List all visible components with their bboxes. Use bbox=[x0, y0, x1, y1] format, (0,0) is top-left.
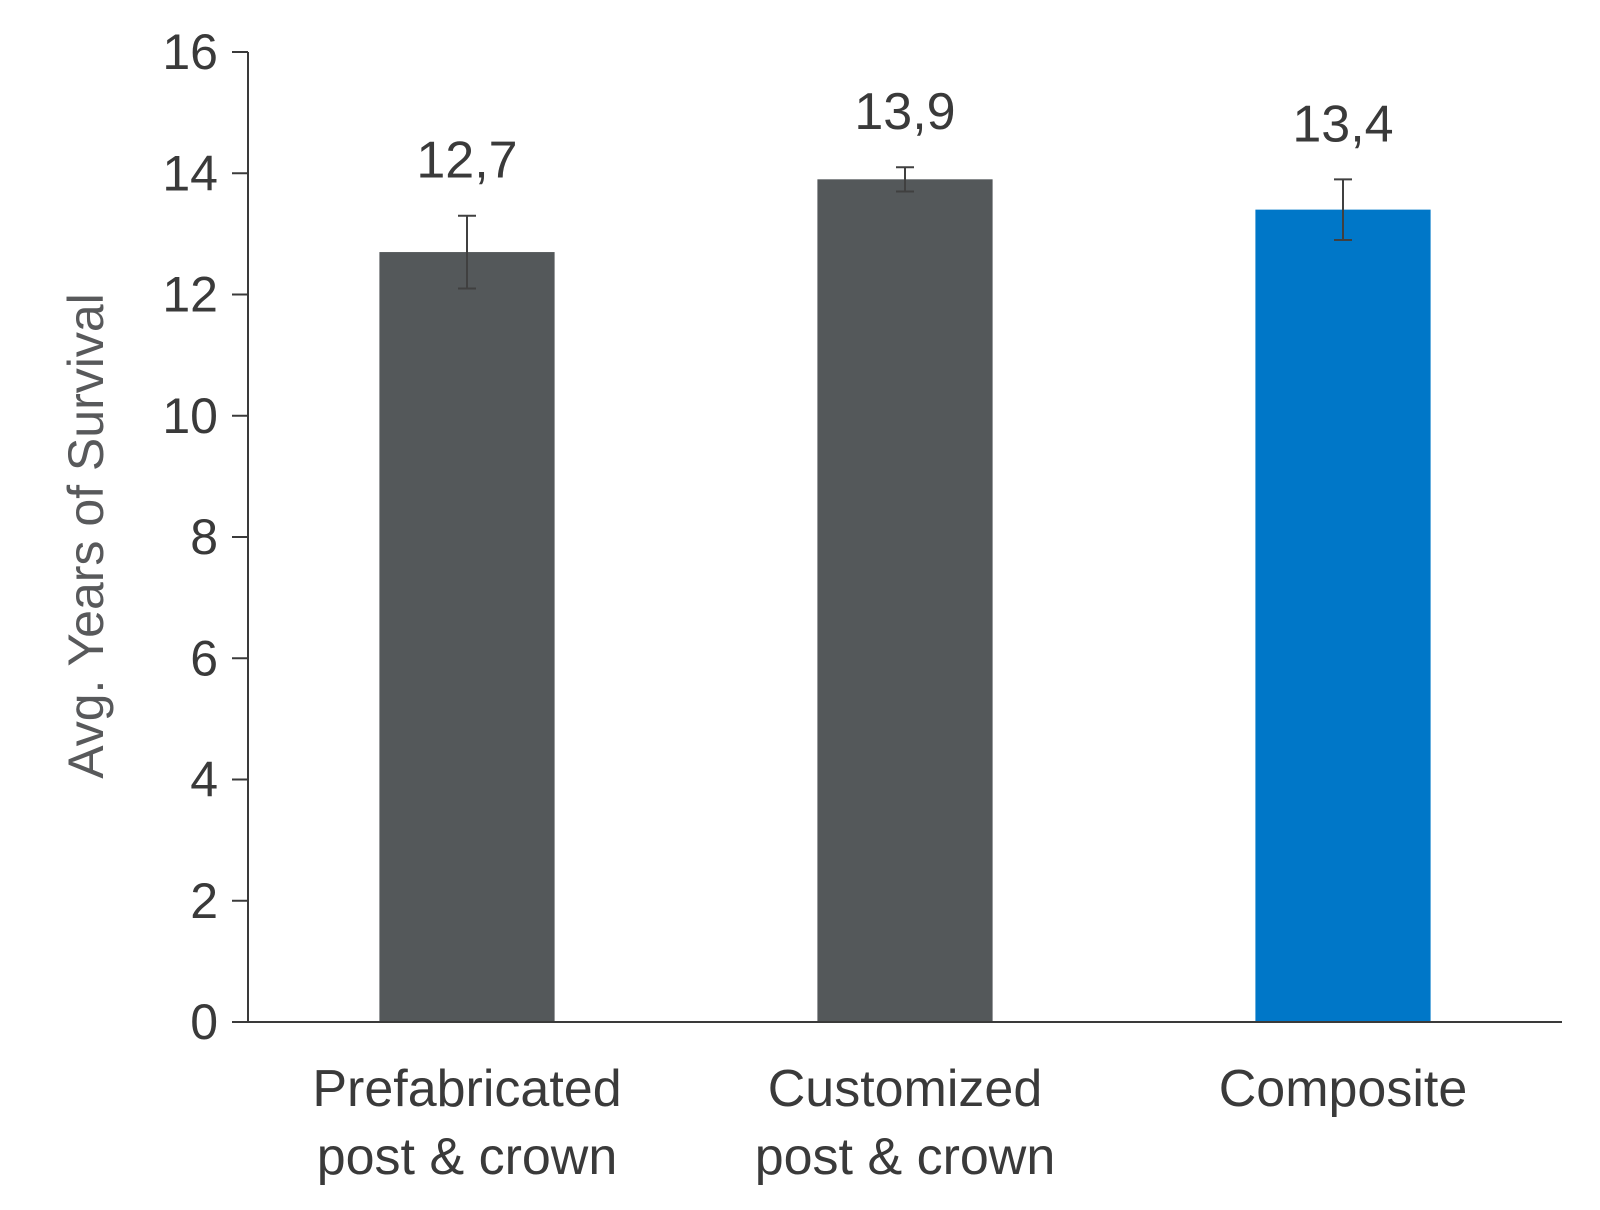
bars: 12,7 13,9 13,4 bbox=[379, 83, 1431, 1022]
y-tick-label: 8 bbox=[190, 509, 218, 565]
x-tick-label: post & crown bbox=[755, 1128, 1056, 1186]
x-tick-label: Composite bbox=[1219, 1060, 1468, 1118]
x-tick-label: Prefabricated bbox=[312, 1060, 621, 1118]
x-tick-label: post & crown bbox=[317, 1128, 618, 1186]
data-label: 12,7 bbox=[416, 132, 517, 190]
y-tick-label: 10 bbox=[162, 388, 218, 444]
y-tick-label: 14 bbox=[162, 145, 218, 201]
y-tick-label: 2 bbox=[190, 873, 218, 929]
x-axis: Prefabricated post & crown Customized post … bbox=[232, 1021, 1562, 1186]
y-axis-title: Avg. Years of Survival bbox=[58, 293, 114, 778]
y-axis: 0 2 4 6 8 10 12 14 16 bbox=[162, 24, 249, 1050]
bar bbox=[379, 252, 555, 1022]
data-label: 13,9 bbox=[854, 83, 955, 141]
bar bbox=[817, 179, 993, 1022]
data-label: 13,4 bbox=[1292, 95, 1393, 153]
y-tick-label: 6 bbox=[190, 630, 218, 686]
y-tick-label: 0 bbox=[190, 994, 218, 1050]
y-tick-label: 16 bbox=[162, 24, 218, 80]
y-tick-label: 4 bbox=[190, 752, 218, 808]
y-tick-label: 12 bbox=[162, 267, 218, 323]
bar bbox=[1255, 209, 1431, 1022]
x-tick-label: Customized bbox=[768, 1060, 1043, 1118]
